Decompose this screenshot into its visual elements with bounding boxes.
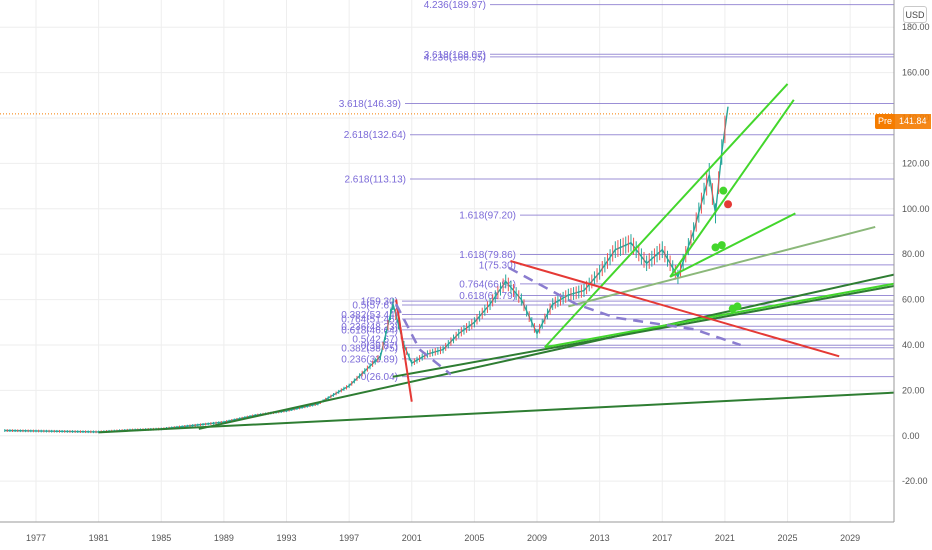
fib-level-label: 0.236(48.23)	[341, 322, 398, 333]
x-tick-label: 2009	[527, 533, 547, 543]
y-tick-label: 120.00	[902, 158, 930, 168]
trendline	[395, 299, 413, 402]
fib-level-label: 0(39.87)	[361, 341, 398, 352]
x-tick-label: 2025	[778, 533, 798, 543]
fib-level-label: 0.382(53.44)	[341, 310, 398, 321]
fib-level-label: 1.618(97.20)	[459, 211, 516, 222]
trendline	[669, 212, 796, 278]
fib-level-label: 3.618(168.07)	[424, 50, 486, 61]
trendline	[568, 225, 876, 308]
fib-level-label: 0.618(61.79)	[459, 291, 516, 302]
trendline	[198, 273, 895, 430]
fib-level-label: 2.618(113.13)	[344, 175, 406, 186]
x-tick-label: 2029	[840, 533, 860, 543]
markers	[711, 186, 742, 313]
last-price-tag: Pre 141.84	[875, 114, 931, 129]
fibonacci-levels: 4.236(189.97) 3.618(168.07)4.236(166.95) 3…	[339, 0, 894, 383]
x-tick-label: 1985	[151, 533, 171, 543]
y-tick-label: 80.00	[902, 249, 925, 259]
x-tick-label: 1997	[339, 533, 359, 543]
x-tick-label: 1989	[214, 533, 234, 543]
x-tick-label: 1981	[89, 533, 109, 543]
fib-level-label: 1(59.30)	[361, 297, 398, 308]
x-axis: 1977 1981 1985 1989 1993 1997 2001 2005 2009 2013…	[0, 521, 894, 543]
fib-level-label: 0.618(46.64)	[341, 325, 398, 336]
fib-level-label: 0.764(66.94)	[459, 279, 516, 290]
signal-marker	[719, 186, 728, 195]
signal-marker	[733, 302, 742, 311]
x-tick-label: 2005	[464, 533, 484, 543]
x-tick-label: 2021	[715, 533, 735, 543]
fib-level-label: 1(75.30)	[479, 260, 516, 271]
x-tick-label: 1993	[277, 533, 297, 543]
signal-marker	[717, 241, 726, 250]
signal-marker	[711, 243, 720, 252]
x-tick-label: 2013	[590, 533, 610, 543]
dashed-projection	[508, 266, 742, 347]
fib-level-label: 4.236(166.95)	[424, 52, 486, 63]
trendline	[544, 83, 789, 348]
currency-button[interactable]: USD	[903, 6, 927, 23]
y-tick-label: 0.00	[902, 431, 920, 441]
trendline	[98, 391, 895, 434]
fib-level-label: 0(26.04)	[361, 372, 398, 383]
fib-level-label: 0.236(33.89)	[341, 354, 398, 365]
y-tick-label: 20.00	[902, 385, 925, 395]
x-tick-label: 2017	[652, 533, 672, 543]
x-tick-label: 1977	[26, 533, 46, 543]
fib-level-label: 0.5(57.61)	[352, 301, 398, 312]
y-axis: 180.00160.00140.00120.00100.0080.0060.00…	[893, 0, 930, 522]
trendline	[544, 282, 895, 349]
fib-level-label: 1.618(79.86)	[459, 250, 516, 261]
trendlines	[98, 83, 895, 434]
trendline	[669, 99, 795, 278]
premarket-label: Pre	[875, 114, 896, 129]
dashed-projection	[394, 303, 452, 376]
trendline	[510, 260, 840, 358]
fib-level-label: 0.382(38.75)	[341, 343, 398, 354]
y-tick-label: 60.00	[902, 295, 925, 305]
y-tick-label: 160.00	[902, 68, 930, 78]
y-tick-label: -20.00	[902, 476, 928, 486]
grid	[0, 0, 894, 522]
fib-level-label: 2.618(132.64)	[344, 130, 406, 141]
y-tick-label: 180.00	[902, 22, 930, 32]
y-tick-label: 100.00	[902, 204, 930, 214]
price-series	[0, 106, 894, 434]
x-tick-label: 2001	[402, 533, 422, 543]
last-price-value: 141.84	[895, 114, 931, 129]
fib-level-label: 0.5(42.67)	[352, 334, 398, 345]
fib-level-label: 0.764(51.45)	[341, 314, 398, 325]
y-tick-label: 40.00	[902, 340, 925, 350]
fib-level-label: 4.236(189.97)	[424, 0, 486, 11]
trendline	[392, 284, 895, 378]
signal-marker	[724, 200, 733, 209]
fib-level-label: 3.618(146.39)	[339, 99, 401, 110]
